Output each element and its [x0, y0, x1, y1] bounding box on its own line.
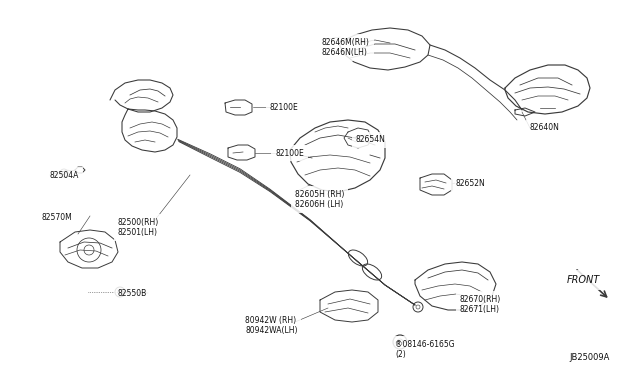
- Text: JB25009A: JB25009A: [570, 353, 610, 362]
- Text: 82570M: 82570M: [42, 214, 73, 222]
- Text: 82100E: 82100E: [270, 103, 299, 112]
- Text: ®08146-6165G
(2): ®08146-6165G (2): [395, 340, 454, 359]
- Text: 80942W (RH)
80942WA(LH): 80942W (RH) 80942WA(LH): [245, 316, 298, 336]
- Text: 82504A: 82504A: [50, 170, 79, 180]
- Text: 82500(RH)
82501(LH): 82500(RH) 82501(LH): [118, 218, 159, 237]
- Text: 82654N: 82654N: [356, 135, 386, 144]
- Text: 82670(RH)
82671(LH): 82670(RH) 82671(LH): [460, 295, 501, 314]
- Text: 82652N: 82652N: [455, 179, 484, 187]
- Text: 82550B: 82550B: [118, 289, 147, 298]
- Text: 82646M(RH)
82646N(LH): 82646M(RH) 82646N(LH): [322, 38, 370, 57]
- Text: 82100E: 82100E: [275, 148, 304, 157]
- Text: 82605H (RH)
82606H (LH): 82605H (RH) 82606H (LH): [295, 190, 344, 209]
- Text: FRONT: FRONT: [567, 275, 600, 285]
- Text: 82640N: 82640N: [530, 124, 560, 132]
